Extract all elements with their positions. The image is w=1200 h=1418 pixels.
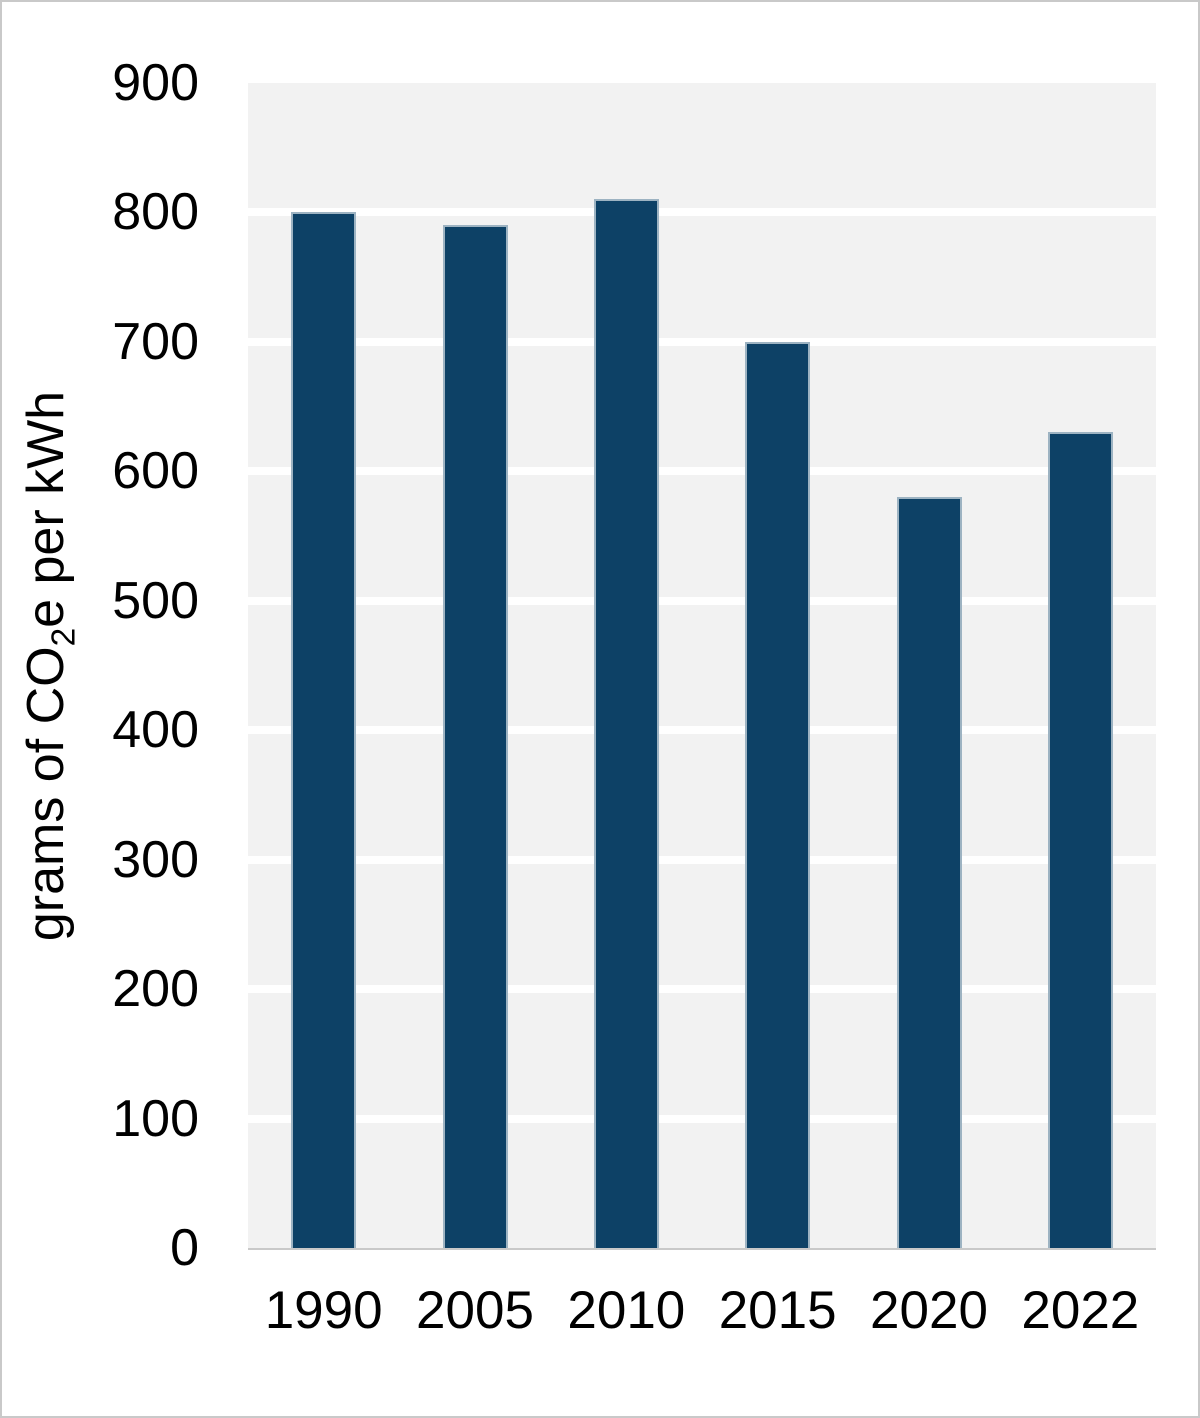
gridline-200 <box>248 985 1156 994</box>
gridline-500 <box>248 596 1156 605</box>
gridline-700 <box>248 337 1156 346</box>
y-tick-label-200: 200 <box>112 960 199 1019</box>
y-tick-label-500: 500 <box>112 571 199 630</box>
bar-2015 <box>745 342 811 1248</box>
x-tick-label-1990: 1990 <box>264 1281 383 1340</box>
x-tick-label-2020: 2020 <box>870 1281 988 1340</box>
gridline-400 <box>248 726 1156 735</box>
y-tick-label-800: 800 <box>112 183 199 242</box>
bar-2010 <box>593 199 659 1248</box>
y-tick-label-900: 900 <box>112 54 199 112</box>
gridline-300 <box>248 855 1156 864</box>
y-tick-label-300: 300 <box>112 830 199 889</box>
subscript-2: 2 <box>45 627 83 647</box>
y-tick-label-700: 700 <box>112 312 199 371</box>
gridline-100 <box>248 1114 1156 1123</box>
y-tick-label-0: 0 <box>170 1219 199 1277</box>
y-tick-label-600: 600 <box>112 442 199 501</box>
y-tick-label-400: 400 <box>112 701 199 760</box>
bar-1990 <box>291 212 357 1248</box>
x-tick-label-2010: 2010 <box>567 1281 686 1340</box>
x-tick-label-2015: 2015 <box>718 1281 837 1340</box>
bar-2005 <box>442 225 508 1248</box>
gridline-800 <box>248 208 1156 217</box>
y-axis-title-pre: grams of CO <box>17 646 75 942</box>
y-tick-label-100: 100 <box>112 1089 199 1148</box>
plot-area <box>248 83 1156 1248</box>
gridline-600 <box>248 467 1156 476</box>
bar-2022 <box>1047 432 1113 1248</box>
bar-2020 <box>896 497 962 1248</box>
x-tick-label-2005: 2005 <box>416 1281 534 1340</box>
x-axis-line <box>248 1248 1156 1250</box>
x-tick-label-2022: 2022 <box>1021 1281 1140 1340</box>
